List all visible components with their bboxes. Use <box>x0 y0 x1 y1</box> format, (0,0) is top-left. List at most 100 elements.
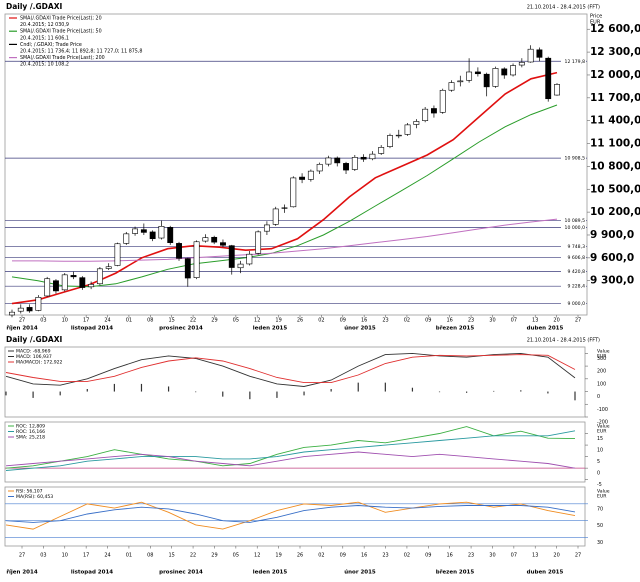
legend-text: SMA(/.GDAXI Trade Price(Last); 50 <box>20 29 102 35</box>
x-tick-label: 13 <box>532 318 538 324</box>
x-month-label: duben 2015 <box>527 326 564 332</box>
chart-title: Daily /.GDAXI <box>6 335 62 344</box>
x-tick-label: 27 <box>575 553 581 559</box>
x-month-label: prosinec 2014 <box>159 326 203 332</box>
y-axis-label: Price <box>590 14 602 20</box>
x-month-label: únor 2015 <box>344 569 376 576</box>
candle-body <box>299 176 306 180</box>
legend-text: ROC: 16,166 <box>16 429 45 435</box>
x-tick-label: 15 <box>169 553 175 559</box>
x-tick-label: 05 <box>233 553 239 559</box>
x-month-label: duben 2015 <box>527 570 564 576</box>
indicator-line <box>5 354 576 384</box>
candle-body <box>184 258 191 279</box>
x-tick-label: 29 <box>211 318 217 324</box>
x-tick-label: 20 <box>553 318 559 324</box>
y-axis-unit: EUR <box>597 494 607 500</box>
plot-frame <box>4 346 586 418</box>
candle-body <box>140 229 147 233</box>
x-month-label: leden 2015 <box>253 570 288 576</box>
candle-body <box>290 177 297 208</box>
y-tick-label: 100 <box>597 381 606 387</box>
y-axis-unit: EUR <box>597 354 607 360</box>
candle-body <box>492 68 499 87</box>
x-tick-label: 23 <box>468 318 474 324</box>
candle-body <box>501 68 508 76</box>
candle-body <box>61 274 68 291</box>
candle-body <box>351 157 358 170</box>
y-tick-label: -100 <box>597 407 608 413</box>
x-tick-label: 30 <box>489 318 495 324</box>
candle-body <box>9 311 15 316</box>
x-tick-label: 16 <box>361 553 367 559</box>
y-tick-label: 11 400,0 <box>590 115 640 127</box>
y-tick-label: 9 300,0 <box>590 275 634 287</box>
legend-text: MA(MACD): 172,922 <box>16 360 63 366</box>
x-tick-label: 07 <box>511 318 517 324</box>
legend-text: 20.4.2015; 11 736,4; 11 892,8; 11 727,0;… <box>20 49 142 55</box>
x-tick-label: 05 <box>233 318 239 324</box>
candle-body <box>246 253 253 265</box>
candle-body <box>545 57 552 100</box>
x-tick-label: 23 <box>382 318 388 324</box>
x-tick-label: 16 <box>361 318 367 324</box>
candle-body <box>255 231 262 254</box>
candle-body <box>211 236 218 243</box>
x-tick-label: 24 <box>104 553 110 559</box>
x-tick-label: 29 <box>211 553 217 559</box>
x-tick-label: 17 <box>83 553 89 559</box>
x-tick-label: 24 <box>104 318 110 324</box>
x-tick-label: 02 <box>404 318 410 324</box>
candle-body <box>88 284 95 288</box>
x-month-label: prosinec 2014 <box>159 570 203 576</box>
x-tick-label: 27 <box>19 318 25 324</box>
level-label: 9 748,3 <box>567 244 585 250</box>
y-tick-label: 11 700,0 <box>590 92 640 104</box>
x-tick-label: 01 <box>126 318 132 324</box>
candle-body <box>26 307 33 312</box>
level-label: 9 000,0 <box>567 301 585 307</box>
candle-body <box>17 307 24 312</box>
y-tick-label: 12 600,0 <box>590 23 640 35</box>
level-label-bg <box>561 155 586 162</box>
candle-body <box>35 297 42 311</box>
x-tick-label: 09 <box>340 553 346 559</box>
candle-body <box>422 108 429 121</box>
x-tick-label: 12 <box>254 318 260 324</box>
indicator-line <box>5 451 576 469</box>
y-tick-label: 10 <box>597 448 603 454</box>
y-tick-label: 200 <box>597 369 606 375</box>
chart-title: Daily /.GDAXI <box>6 2 62 11</box>
candle-body <box>79 277 86 288</box>
level-label: 12 179,8 <box>565 59 586 65</box>
x-month-label: listopad 2014 <box>71 570 113 576</box>
x-tick-label: 09 <box>425 553 431 559</box>
y-tick-label: 5 <box>597 459 600 465</box>
y-tick-label: 10 800,0 <box>590 160 640 172</box>
candle-body <box>105 266 112 269</box>
candle-body <box>158 226 165 239</box>
x-tick-label: 27 <box>19 553 25 559</box>
candle-body <box>167 227 174 243</box>
y-tick-label: 9 900,0 <box>590 229 634 241</box>
legend-text: SMA(/.GDAXI Trade Price(Last); 200 <box>20 55 105 61</box>
candle-body <box>325 157 332 165</box>
x-tick-label: 23 <box>382 553 388 559</box>
x-month-label: říjen 2014 <box>6 569 38 576</box>
candle-body <box>132 228 139 234</box>
legend-text: MACD: -68,969 <box>16 349 51 355</box>
x-tick-label: 20 <box>553 553 559 559</box>
candle-body <box>202 237 209 242</box>
candle-body <box>536 49 543 58</box>
y-axis-label: Value <box>597 349 610 355</box>
candle-body <box>483 73 490 88</box>
candle-body <box>343 163 349 171</box>
legend-text: SMA(/.GDAXI Trade Price(Last); 20 <box>20 16 102 22</box>
candle-body <box>378 147 385 154</box>
candle-body <box>334 157 341 164</box>
y-tick-label: 50 <box>597 523 603 529</box>
candle-body <box>448 82 455 91</box>
indicator-line <box>5 352 576 387</box>
legend-text: SMA: 25,218 <box>16 435 45 441</box>
